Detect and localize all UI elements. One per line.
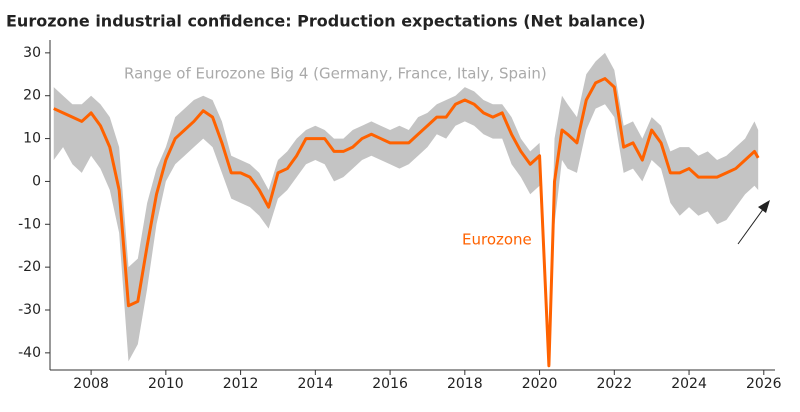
y-tick-label: -30: [18, 302, 41, 318]
y-tick-label: 10: [23, 131, 41, 147]
x-tick-label: 2014: [298, 376, 334, 392]
x-tick-label: 2016: [372, 376, 408, 392]
x-tick-label: 2012: [223, 376, 259, 392]
x-tick-label: 2020: [522, 376, 558, 392]
chart-title: Eurozone industrial confidence: Producti…: [6, 12, 646, 31]
range-label: Range of Eurozone Big 4 (Germany, France…: [124, 65, 547, 83]
y-tick-label: -40: [18, 345, 41, 361]
y-tick-label: 30: [23, 45, 41, 61]
x-tick-label: 2008: [73, 376, 109, 392]
eurozone-label: Eurozone: [462, 231, 532, 249]
x-tick-label: 2010: [148, 376, 184, 392]
eurozone-line: [53, 77, 760, 368]
arrow: [737, 200, 770, 245]
y-tick-label: 0: [32, 173, 41, 189]
x-tick-label: 2024: [671, 376, 707, 392]
y-tick-label: -20: [18, 259, 41, 275]
x-tick-label: 2026: [746, 376, 782, 392]
y-tick-label: 20: [23, 88, 41, 104]
x-tick-label: 2022: [596, 376, 632, 392]
range-band: [53, 52, 759, 370]
y-tick-label: -10: [18, 216, 41, 232]
x-tick-label: 2018: [447, 376, 483, 392]
